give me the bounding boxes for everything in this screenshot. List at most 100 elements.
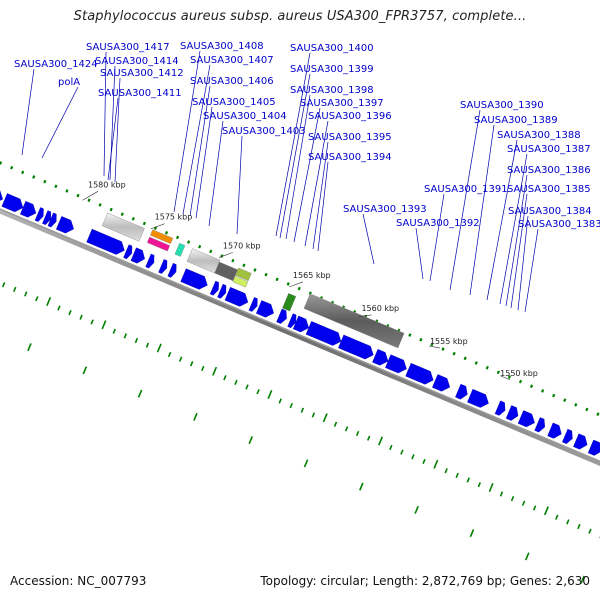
gene-leader-line [236, 135, 243, 235]
minor-tick [441, 347, 445, 351]
feature-pink [146, 236, 171, 252]
outer-major-tick [27, 343, 32, 352]
gene-arrow [467, 388, 489, 408]
gene-label: SAUSA300_1404 [203, 111, 287, 122]
minor-tick [477, 482, 482, 488]
gene-arrow [224, 287, 249, 307]
tick-label: 1555 kbp [430, 337, 468, 346]
minor-tick [286, 282, 290, 286]
gene-leader-line [415, 227, 424, 280]
map-title: Staphylococcus aureus subsp. aureus USA3… [73, 9, 527, 24]
feature-orange [150, 229, 174, 244]
gene-label: SAUSA300_1412 [100, 68, 184, 79]
gene-label: SAUSA300_1388 [497, 130, 581, 141]
gene-label: SAUSA300_1414 [95, 56, 179, 67]
minor-tick [463, 356, 467, 361]
minor-tick [419, 337, 423, 342]
minor-tick [275, 277, 279, 282]
gene-label: SAUSA300_1390 [460, 100, 544, 111]
minor-tick [264, 272, 268, 277]
gene-layer [0, 190, 600, 456]
minor-tick [120, 212, 124, 216]
feature-olive [235, 267, 252, 281]
gene-arrow [385, 354, 407, 374]
outer-major-tick [137, 389, 143, 398]
minor-tick [242, 263, 246, 268]
minor-tick [485, 365, 489, 370]
backbone-highlight [0, 208, 600, 463]
gene-arrow [587, 439, 600, 456]
minor-tick [297, 286, 301, 291]
minor-tick [518, 379, 523, 384]
feature-gray-2 [186, 248, 221, 274]
gene-arrow [123, 244, 133, 260]
minor-tick [90, 319, 94, 325]
minor-tick [57, 305, 61, 311]
gene-arrow [455, 383, 468, 400]
gene-arrow [573, 433, 588, 450]
minor-tick [32, 175, 36, 179]
tick-label: 1565 kbp [293, 271, 331, 280]
minor-tick [68, 310, 72, 316]
minor-tick [588, 528, 592, 534]
gene-arrow [372, 349, 389, 366]
minor-tick [164, 230, 169, 235]
outer-major-tick [359, 482, 364, 491]
minor-tick [474, 361, 478, 365]
tick-label-leader [429, 345, 441, 349]
feature-dark-block [303, 293, 405, 349]
minor-tick [109, 207, 113, 212]
minor-tick [499, 491, 504, 497]
minor-tick [65, 189, 69, 193]
minor-tick [311, 412, 316, 418]
minor-tick [142, 221, 146, 226]
gene-label: SAUSA300_1405 [192, 97, 276, 108]
gene-label: SAUSA300_1385 [507, 184, 591, 195]
minor-tick [300, 407, 305, 413]
gene-leader-line [275, 52, 311, 237]
gene-arrow [517, 410, 535, 428]
gene-arrow [405, 362, 434, 385]
minor-tick [134, 337, 139, 344]
minor-tick [563, 398, 567, 403]
gene-label: SAUSA300_1396 [308, 111, 392, 122]
gene-leader-line [114, 77, 121, 183]
minor-tick [24, 291, 28, 297]
minor-tick [452, 351, 456, 356]
minor-tick [112, 328, 116, 334]
gene-leader-line [317, 161, 329, 252]
minor-tick [496, 370, 500, 375]
gene-leader-line [486, 139, 518, 301]
outer-major-tick [82, 366, 88, 375]
gene-leader-line [41, 86, 79, 159]
gene-label: SAUSA300_1387 [507, 144, 591, 155]
gene-arrow [494, 400, 506, 416]
gene-arrow [0, 190, 3, 201]
tick-label-leader [288, 281, 304, 288]
gene-arrow [505, 405, 519, 421]
gene-arrow [287, 313, 297, 329]
gene-label: SAUSA300_1393 [343, 204, 427, 215]
minor-tick [366, 435, 371, 441]
minor-tick [145, 342, 150, 348]
gene-arrow [248, 297, 258, 312]
gene-label: SAUSA300_1394 [308, 152, 392, 163]
tick-label-leader [82, 191, 99, 201]
outer-major-tick [580, 575, 585, 584]
minor-tick [411, 454, 415, 460]
minor-tick [574, 403, 578, 407]
feature-lime [232, 275, 249, 288]
gene-label: SAUSA300_1395 [308, 132, 392, 143]
gene-leader-line [510, 193, 528, 309]
tick-label-leader [218, 252, 233, 258]
gene-leader-line [304, 120, 329, 247]
gene-label: SAUSA300_1411 [98, 88, 182, 99]
gene-arrow [217, 283, 227, 299]
accession-text: Accession: NC_007793 [10, 574, 147, 588]
gene-arrow [145, 253, 155, 269]
minor-tick [201, 365, 205, 372]
gene-arrow [180, 268, 208, 290]
leader-lines [21, 50, 539, 313]
gene-label: SAUSA300_1383 [518, 219, 600, 230]
